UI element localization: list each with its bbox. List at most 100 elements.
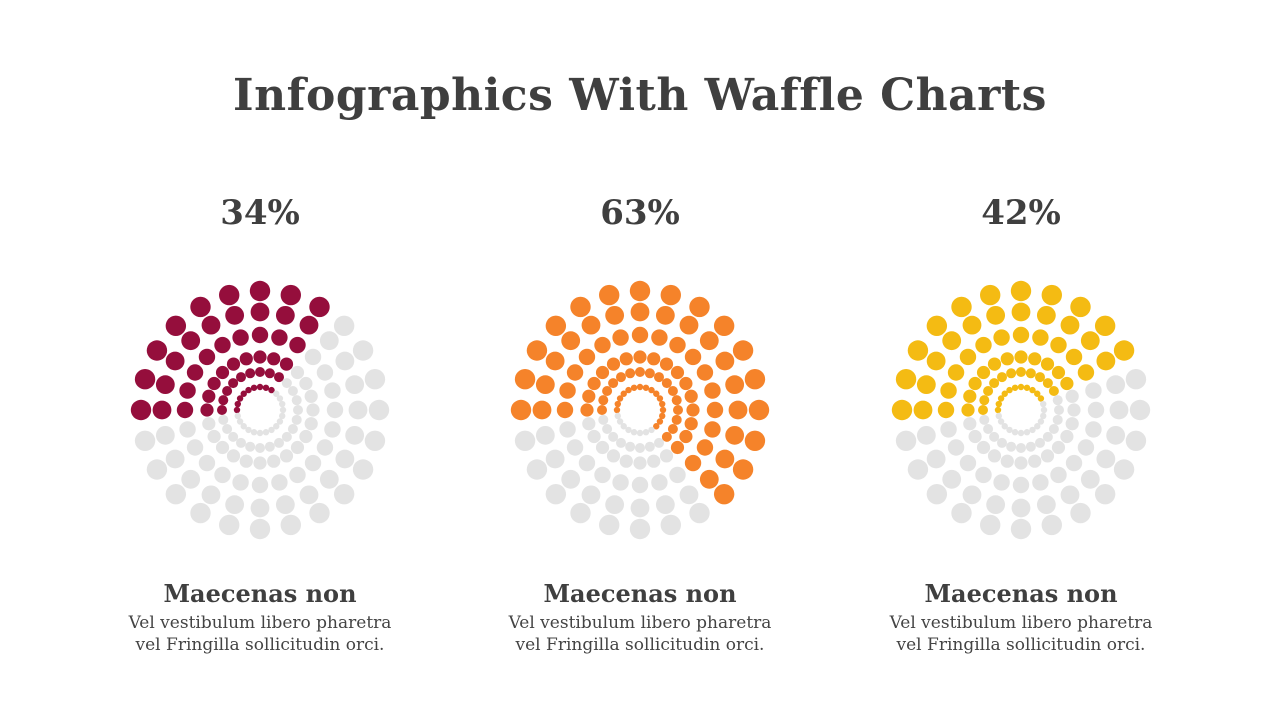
waffle-dot-empty bbox=[659, 449, 674, 463]
waffle-dot-filled bbox=[648, 386, 655, 394]
waffle-dot-empty bbox=[225, 495, 245, 515]
waffle-dot-filled bbox=[165, 351, 185, 371]
waffle-dot-empty bbox=[290, 365, 305, 380]
waffle-dot-empty bbox=[279, 406, 287, 414]
waffle-dot-empty bbox=[631, 476, 649, 494]
waffle-dot-empty bbox=[633, 456, 647, 470]
waffle-dot-filled bbox=[155, 375, 175, 395]
waffle-dot-empty bbox=[281, 378, 292, 389]
waffle-dot-filled bbox=[679, 315, 699, 335]
waffle-dot-empty bbox=[214, 466, 231, 484]
waffle-dot-empty bbox=[274, 437, 284, 448]
waffle-dot-empty bbox=[647, 454, 661, 468]
percent-label: 42% bbox=[981, 193, 1061, 233]
waffle-dot-filled bbox=[510, 399, 532, 421]
waffle-dot-filled bbox=[202, 389, 216, 403]
waffle-dot-filled bbox=[975, 336, 992, 354]
waffle-dot-filled bbox=[616, 395, 624, 402]
waffle-dot-filled bbox=[532, 400, 552, 420]
waffle-dot-empty bbox=[222, 424, 233, 434]
waffle-dot-empty bbox=[595, 440, 610, 455]
waffle-dot-filled bbox=[602, 386, 613, 396]
waffle-dot-empty bbox=[364, 369, 386, 390]
waffle-dot-empty bbox=[316, 439, 334, 456]
waffle-dot-filled bbox=[997, 395, 1005, 402]
waffle-dot-filled bbox=[1060, 376, 1074, 391]
waffle-dot-filled bbox=[630, 384, 638, 391]
waffle-dot-empty bbox=[1016, 443, 1026, 453]
waffle-dot-empty bbox=[345, 375, 365, 395]
waffle-dot-filled bbox=[225, 305, 245, 325]
waffle-dot-filled bbox=[201, 315, 221, 335]
waffle-dot-filled bbox=[275, 305, 295, 325]
waffle-dot-empty bbox=[1054, 405, 1064, 415]
waffle-dot-filled bbox=[987, 357, 1002, 371]
waffle-dot-filled bbox=[642, 384, 650, 391]
waffle-dot-filled bbox=[1094, 315, 1116, 337]
waffle-dot-filled bbox=[728, 400, 748, 420]
panel-heading: Maecenas non bbox=[163, 579, 357, 608]
percent-label: 63% bbox=[600, 193, 680, 233]
waffle-dot-filled bbox=[1000, 352, 1014, 366]
waffle-dot-empty bbox=[319, 331, 339, 351]
waffle-dot-filled bbox=[684, 389, 698, 403]
waffle-dot-empty bbox=[1011, 429, 1019, 436]
waffle-dot-empty bbox=[660, 514, 681, 536]
waffle-dot-filled bbox=[181, 331, 201, 351]
waffle-dot-filled bbox=[581, 315, 601, 335]
waffle-dot-empty bbox=[907, 459, 929, 480]
waffle-dot-empty bbox=[1006, 426, 1013, 434]
waffle-dot-filled bbox=[289, 336, 306, 354]
waffle-dot-filled bbox=[706, 401, 724, 419]
waffle-dot-filled bbox=[559, 382, 576, 399]
waffle-dot-filled bbox=[1011, 384, 1019, 391]
waffle-dot-empty bbox=[273, 423, 280, 430]
waffle-dot-filled bbox=[234, 400, 241, 408]
waffle-dot-empty bbox=[561, 469, 581, 489]
waffle-dot-filled bbox=[1040, 357, 1055, 371]
waffle-dot-empty bbox=[1042, 431, 1053, 442]
panel-description: Vel vestibulum libero pharetra vel Fring… bbox=[508, 613, 772, 655]
waffle-dot-empty bbox=[165, 483, 187, 505]
waffle-dot-empty bbox=[319, 469, 339, 489]
waffle-dot-empty bbox=[335, 351, 355, 371]
waffle-dot-empty bbox=[648, 426, 655, 434]
waffle-dot-empty bbox=[1065, 417, 1079, 431]
waffle-dot-empty bbox=[179, 421, 196, 438]
waffle-dot-empty bbox=[926, 449, 946, 469]
waffle-dot-empty bbox=[989, 431, 1000, 442]
waffle-dot-filled bbox=[951, 296, 972, 318]
waffle-dot-empty bbox=[1065, 389, 1079, 403]
waffle-dot-filled bbox=[587, 376, 601, 391]
waffle-dot-empty bbox=[689, 502, 710, 524]
waffle-dot-filled bbox=[926, 351, 946, 371]
waffle-dot-filled bbox=[655, 305, 675, 325]
waffle-dot-empty bbox=[1125, 369, 1147, 390]
waffle-dot-filled bbox=[1016, 367, 1026, 377]
waffle-dot-empty bbox=[304, 389, 318, 403]
waffle-dot-filled bbox=[179, 382, 196, 399]
waffle-dot-filled bbox=[280, 284, 301, 306]
waffle-dot-filled bbox=[1001, 390, 1008, 397]
waffle-dot-filled bbox=[1048, 386, 1059, 396]
waffle-dot-filled bbox=[232, 329, 249, 346]
waffle-dot-empty bbox=[655, 495, 675, 515]
waffle-dot-filled bbox=[619, 352, 633, 366]
waffle-dot-filled bbox=[606, 357, 621, 371]
waffle-dot-empty bbox=[309, 502, 330, 524]
waffle-dot-empty bbox=[654, 437, 664, 448]
waffle-dot-filled bbox=[696, 364, 714, 381]
waffle-dot-empty bbox=[962, 485, 982, 505]
waffle-dot-empty bbox=[951, 502, 972, 524]
waffle-dot-filled bbox=[940, 382, 957, 399]
waffle-dot-empty bbox=[201, 485, 221, 505]
waffle-dot-filled bbox=[995, 400, 1002, 408]
waffle-dot-empty bbox=[276, 418, 284, 425]
waffle-dot-filled bbox=[659, 412, 666, 420]
waffle-dot-filled bbox=[566, 364, 584, 381]
waffle-dot-empty bbox=[959, 454, 977, 472]
waffle-dot-empty bbox=[606, 449, 621, 463]
waffle-dot-filled bbox=[715, 351, 735, 371]
waffle-dot-empty bbox=[1012, 476, 1030, 494]
waffle-dot-filled bbox=[631, 326, 649, 344]
